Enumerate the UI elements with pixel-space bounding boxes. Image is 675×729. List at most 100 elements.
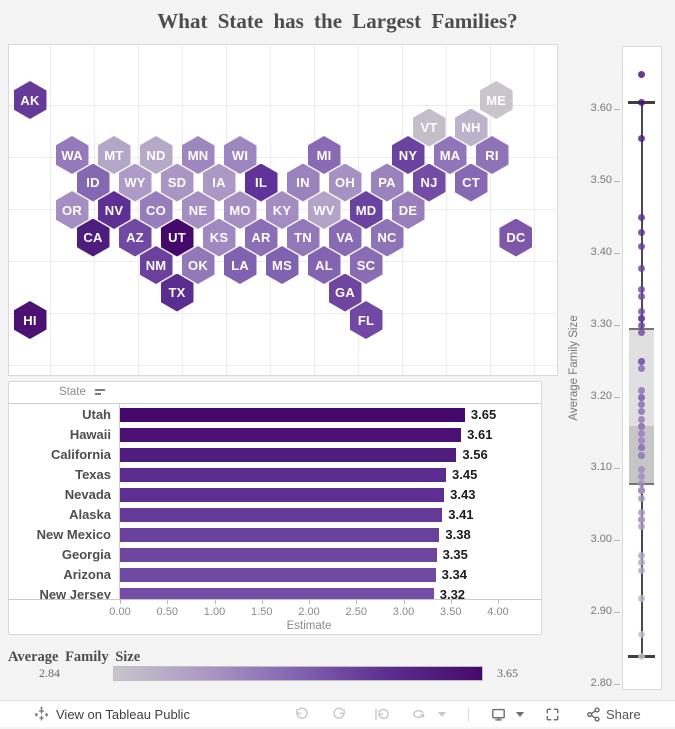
hex-IL[interactable]: IL [244, 163, 278, 202]
hex-CT[interactable]: CT [454, 163, 488, 202]
distribution-dot-AL[interactable] [638, 365, 645, 373]
hex-ME[interactable]: ME [479, 81, 513, 119]
distribution-dot-WA[interactable] [638, 429, 645, 437]
bar-nevada[interactable] [120, 488, 445, 502]
hex-UT[interactable]: UT [160, 218, 194, 257]
hex-AK[interactable]: AK [13, 81, 47, 119]
hex-KS[interactable]: KS [202, 218, 236, 257]
distribution-dot-TN[interactable] [638, 444, 645, 452]
undo-icon[interactable] [291, 705, 310, 724]
bar-new-mexico[interactable] [120, 528, 440, 542]
bar-utah[interactable] [120, 408, 465, 422]
distribution-dot-OH[interactable] [638, 494, 645, 502]
distribution-dot-AZ[interactable] [638, 293, 645, 301]
distribution-dot-AK[interactable] [638, 243, 645, 251]
hex-LA[interactable]: LA [223, 246, 257, 284]
hex-VT[interactable]: VT [412, 108, 446, 147]
distribution-dot-WY[interactable] [638, 523, 645, 531]
distribution-dot-CO[interactable] [638, 437, 645, 445]
distribution-dot-TX[interactable] [638, 214, 645, 222]
distribution-dot-NM[interactable] [638, 264, 645, 272]
sort-descending-icon[interactable] [95, 389, 106, 397]
distribution-dot-FL[interactable] [638, 329, 645, 337]
hex-AZ[interactable]: AZ [118, 218, 152, 257]
hex-AR[interactable]: AR [244, 218, 278, 257]
hex-OH[interactable]: OH [328, 163, 362, 202]
distribution-dot-CA[interactable] [638, 135, 645, 143]
hex-MO[interactable]: MO [223, 191, 257, 229]
hex-WV[interactable]: WV [307, 191, 341, 229]
hex-NV[interactable]: NV [97, 191, 131, 229]
distribution-dot-MO[interactable] [638, 487, 645, 495]
distribution-dot-KS[interactable] [638, 473, 645, 481]
distribution-dot-MA[interactable] [638, 415, 645, 423]
hex-NC[interactable]: NC [370, 218, 404, 257]
hex-ID[interactable]: ID [76, 163, 110, 202]
share-button[interactable]: Share [606, 707, 641, 722]
hex-MS[interactable]: MS [265, 246, 299, 284]
hex-OR[interactable]: OR [55, 191, 89, 229]
bar-alaska[interactable] [120, 508, 443, 522]
hex-MT[interactable]: MT [97, 136, 131, 174]
hex-IN[interactable]: IN [286, 163, 320, 202]
redo-icon[interactable] [331, 705, 350, 724]
bar-california[interactable] [120, 448, 457, 462]
tableau-logo-icon[interactable] [33, 706, 50, 728]
dropdown-caret-icon[interactable] [438, 712, 446, 717]
hex-SC[interactable]: SC [349, 246, 383, 284]
hex-TX[interactable]: TX [160, 273, 194, 312]
share-icon[interactable] [584, 705, 603, 724]
hex-MA[interactable]: MA [433, 136, 467, 174]
hex-CA[interactable]: CA [76, 218, 110, 257]
hex-WI[interactable]: WI [223, 136, 257, 174]
bar-georgia[interactable] [120, 548, 437, 562]
distribution-dot-WV[interactable] [638, 552, 645, 560]
distribution-dot-ND[interactable] [638, 566, 645, 574]
hex-MN[interactable]: MN [181, 136, 215, 174]
distribution-dot-MS[interactable] [638, 358, 645, 366]
hex-ND[interactable]: ND [139, 136, 173, 174]
hex-NE[interactable]: NE [181, 191, 215, 229]
hex-DC[interactable]: DC [499, 218, 533, 257]
hex-FL[interactable]: FL [349, 301, 383, 339]
hex-HI[interactable]: HI [13, 301, 47, 339]
state-column-header[interactable]: State [59, 386, 86, 398]
distribution-dot-MD[interactable] [638, 314, 645, 322]
distribution-dot-VA[interactable] [638, 394, 645, 401]
hex-AL[interactable]: AL [307, 246, 341, 284]
hex-SD[interactable]: SD [160, 163, 194, 202]
hex-VA[interactable]: VA [328, 218, 362, 257]
bar-texas[interactable] [120, 468, 447, 482]
hex-WA[interactable]: WA [55, 136, 89, 174]
distribution-dot-ID[interactable] [638, 401, 645, 409]
distribution-dot-GA[interactable] [638, 286, 645, 294]
hex-WY[interactable]: WY [118, 163, 152, 202]
distribution-dot-IA[interactable] [638, 516, 645, 524]
distribution-dot-NH[interactable] [638, 595, 645, 603]
bar-arizona[interactable] [120, 568, 436, 582]
distribution-dot-NJ[interactable] [638, 307, 645, 315]
hex-MD[interactable]: MD [349, 191, 383, 229]
revert-icon[interactable] [371, 705, 390, 724]
hex-NY[interactable]: NY [391, 136, 425, 174]
refresh-icon[interactable] [409, 705, 428, 724]
hex-OK[interactable]: OK [181, 246, 215, 284]
hex-NM[interactable]: NM [139, 246, 173, 284]
download-device-icon[interactable] [489, 705, 508, 724]
distribution-dot-MT[interactable] [638, 559, 645, 567]
distribution-dot-ME[interactable] [638, 652, 645, 660]
view-on-tableau-public-link[interactable]: View on Tableau Public [56, 707, 190, 722]
distribution-dot-CT[interactable] [638, 408, 645, 416]
distribution-dot-NY[interactable] [638, 322, 645, 330]
distribution-dot-MN[interactable] [638, 465, 645, 473]
hex-KY[interactable]: KY [265, 191, 299, 229]
distribution-dot-HI[interactable] [638, 99, 645, 107]
distribution-dot-OK[interactable] [638, 422, 645, 430]
hex-MI[interactable]: MI [307, 136, 341, 174]
hex-TN[interactable]: TN [286, 218, 320, 257]
bar-hawaii[interactable] [120, 428, 462, 442]
distribution-dot-PA[interactable] [638, 451, 645, 459]
distribution-dot-VT[interactable] [638, 631, 645, 639]
hex-DE[interactable]: DE [391, 191, 425, 229]
distribution-dot-NV[interactable] [638, 228, 645, 236]
